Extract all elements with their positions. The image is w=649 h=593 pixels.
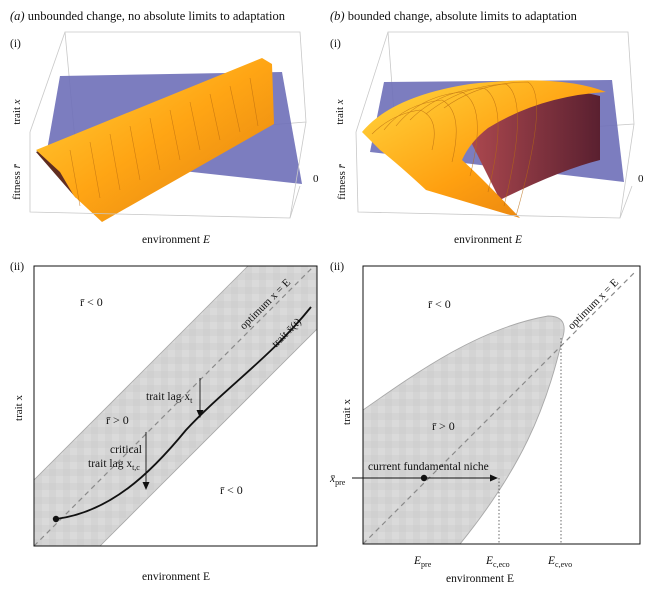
panel-b-surface-zero-label: 0 xyxy=(638,173,644,185)
panel-b-ii-label: (ii) xyxy=(330,261,344,273)
panel-b-r-negative: r̄ < 0 xyxy=(428,297,451,311)
panel-a-critical-label-2: trait lag xt,c xyxy=(88,458,140,472)
panel-a-r-negative-bottom: r̄ < 0 xyxy=(220,483,243,497)
panel-a-lag-label: trait lag xt xyxy=(146,391,193,405)
panel-a-r-negative-top: r̄ < 0 xyxy=(80,295,103,309)
panel-b-xlabel: environment E xyxy=(446,573,514,585)
panel-b-surface-trait-label: trait x xyxy=(334,99,346,124)
panel-a-surface-zero-label: 0 xyxy=(313,173,319,185)
panel-b-niche-plot: (ii) r̄ < 0 r̄ > 0 optimum x = E current… xyxy=(329,261,641,585)
panel-a-optimum-line xyxy=(33,265,315,547)
panel-b-niche-region xyxy=(363,315,565,544)
panel-a-trait-plot: (ii) r̄ < 0 r̄ > 0 r̄ < 0 optimum x = E … xyxy=(10,261,318,583)
panel-a-trait-curve xyxy=(55,306,312,520)
panel-b-niche-label: current fundamental niche xyxy=(368,461,489,473)
panel-a-positive-region xyxy=(34,266,317,546)
panel-a-ii-label: (ii) xyxy=(10,261,24,273)
panel-b-ylabel: trait x xyxy=(341,399,353,425)
panel-b-surface-fitness-label: fitness r̄ xyxy=(336,163,348,199)
panel-a-critical-label-1: critical xyxy=(110,444,142,456)
panel-b-surface-plot: (i) trait x fitness r̄ 0 environment E xyxy=(330,31,644,246)
panel-b-tick-e-evo: Ec,evo xyxy=(547,555,572,569)
panel-a-surface-fitness-label: fitness r̄ xyxy=(11,163,23,199)
panel-b-tick-e-eco: Ec,eco xyxy=(485,555,510,569)
panel-a-surface-top xyxy=(36,58,274,222)
panel-a-surface-trait-label: trait x xyxy=(11,99,23,124)
panel-b-tick-e-pre: Epre xyxy=(413,555,432,569)
panel-b-optimum-label: optimum x = E xyxy=(566,276,622,332)
panel-b-optimum-line xyxy=(362,270,637,545)
panel-b-surface-env-label: environment E xyxy=(454,234,522,246)
panel-a-start-point xyxy=(52,515,60,523)
panel-b-i-label: (i) xyxy=(330,38,341,50)
panel-a-surface-plot: (i) trait x fitness r̄ 0 environment E xyxy=(10,31,319,246)
panel-b-surface-top xyxy=(362,80,606,218)
panel-b-current-point xyxy=(420,474,428,482)
panel-a-title: (a) unbounded change, no absolute limits… xyxy=(10,9,286,23)
panel-a-i-label: (i) xyxy=(10,38,21,50)
panel-a-surface-env-label: environment E xyxy=(142,234,210,246)
panel-a-r-positive: r̄ > 0 xyxy=(106,413,129,427)
panel-a-ylabel: trait x xyxy=(13,395,25,421)
panel-b-title: (b) bounded change, absolute limits to a… xyxy=(330,9,578,23)
panel-b-x-pre-label: x̄pre xyxy=(329,473,346,487)
panel-b-r-positive: r̄ > 0 xyxy=(432,419,455,433)
panel-a-xlabel: environment E xyxy=(142,571,210,583)
